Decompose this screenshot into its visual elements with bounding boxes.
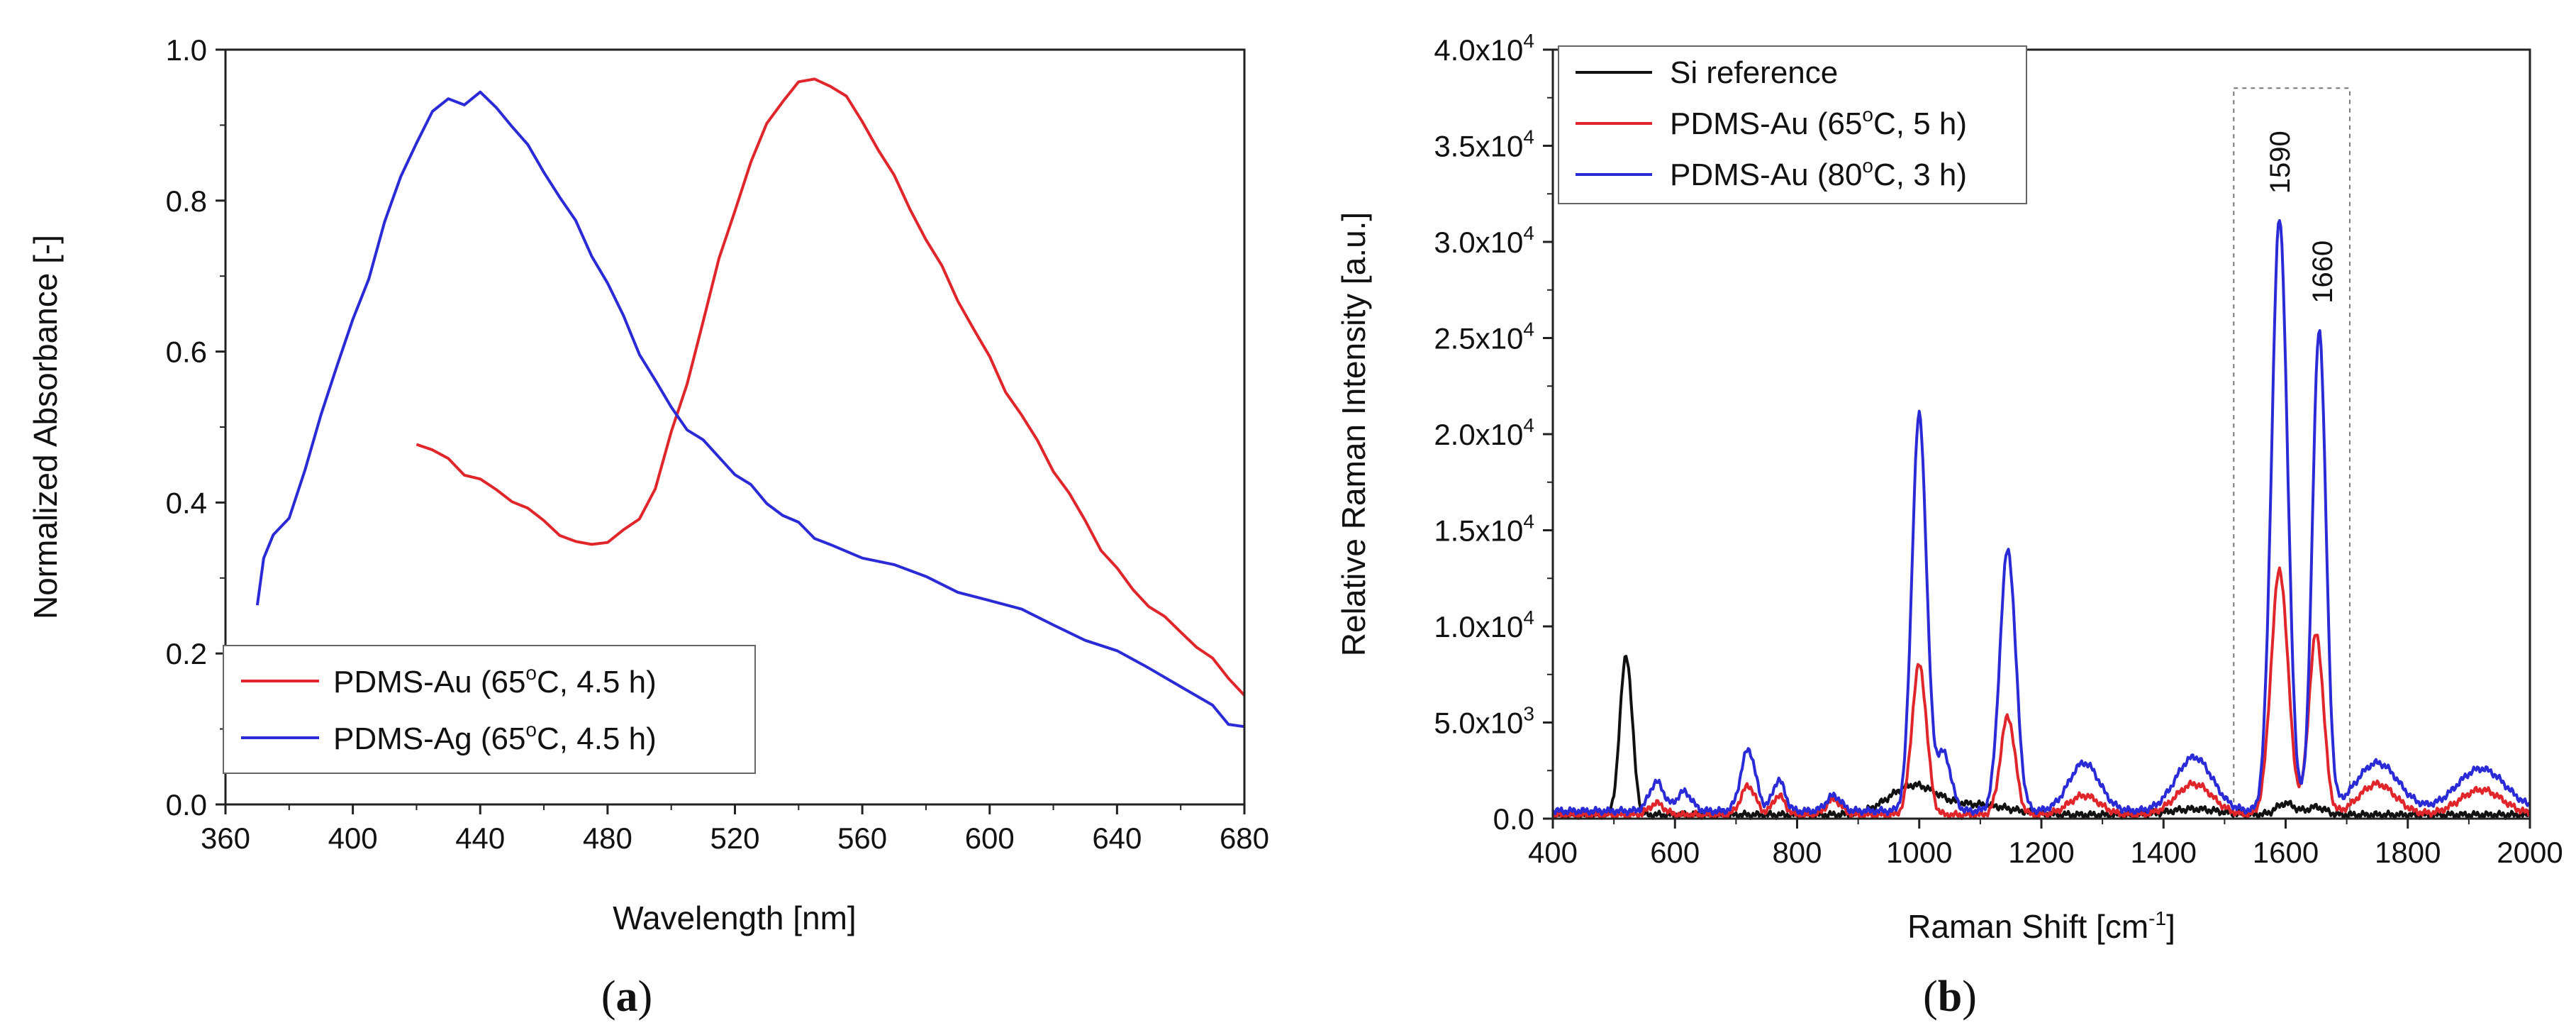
chart-a-y-tick-label: 0.0 [166, 788, 207, 821]
chart-a-x-tick-label: 360 [201, 821, 250, 855]
chart-b-series-group [1551, 218, 2531, 820]
chart-a-series-line-ag [255, 90, 1245, 729]
chart-a-plot-frame [224, 48, 1246, 806]
chart-b-x-tick-label: 1200 [2008, 836, 2074, 869]
chart-a-series-line-au [416, 77, 1246, 697]
chart-a: 360 400 440 480 520 560 600 640 680 0.0 0.2 0.4 0.6 0… [27, 33, 1269, 1021]
chart-a-y-tick-label: 0.2 [166, 637, 207, 670]
chart-b-x-tick-label: 1400 [2131, 836, 2197, 869]
chart-b-x-tick-label: 1800 [2375, 836, 2441, 869]
chart-b-legend-label-si: Si reference [1670, 55, 1838, 90]
chart-b-y-tick-label: 2.5x104 [1434, 319, 1534, 355]
chart-a-panel-label: (a) [601, 973, 652, 1021]
chart-b-x-tick-label: 400 [1528, 836, 1578, 869]
chart-a-xlabel: Wavelength [nm] [613, 900, 856, 936]
chart-a-x-tick-label: 560 [837, 821, 887, 855]
chart-a-ylabel: Normalized Absorbance [-] [27, 235, 64, 619]
chart-a-x-tick-label: 680 [1220, 821, 1269, 855]
chart-b-peak-annotation: 1660 [2307, 240, 2338, 304]
chart-b-y-tick-label: 2.0x104 [1434, 414, 1534, 451]
chart-b-x-tick-label: 1000 [1886, 836, 1952, 869]
chart-b-y-tick-label: 0.0 [1493, 802, 1534, 836]
chart-b-y-tick-label: 5.0x103 [1434, 703, 1534, 740]
chart-a-x-tick-label: 440 [455, 821, 505, 855]
chart-b-panel-label: (b) [1923, 973, 1977, 1021]
chart-b-xlabel: Raman Shift [cm-1] [1907, 907, 2175, 945]
chart-b-series-line-au65 [1551, 566, 2531, 820]
chart-a-x-tick-label: 640 [1092, 821, 1142, 855]
chart-b-x-tick-label: 800 [1772, 836, 1822, 869]
chart-b-x-tick-label: 600 [1650, 836, 1700, 869]
chart-b-legend-label-au80: PDMS-Au (80oC, 3 h) [1670, 155, 1967, 192]
chart-b-y-tick-label: 3.0x104 [1434, 222, 1534, 259]
chart-a-y-tick-label: 0.4 [166, 486, 207, 519]
chart-b-plot-frame [1551, 48, 2531, 820]
chart-a-legend-label-au: PDMS-Au (65oC, 4.5 h) [333, 662, 657, 699]
chart-a-ticks: 360 400 440 480 520 560 600 640 680 0.0 0.2 0.4 0.6 0… [166, 33, 1269, 855]
chart-a-y-tick-label: 0.8 [166, 184, 207, 218]
chart-a-x-tick-label: 480 [583, 821, 632, 855]
chart-b-x-tick-label: 1600 [2253, 836, 2319, 869]
chart-b-series-line-si [1551, 655, 2531, 820]
chart-b-y-tick-label: 1.0x104 [1434, 607, 1534, 643]
chart-b-legend: Si reference PDMS-Au (65oC, 5 h) PDMS-Au… [1558, 45, 2027, 204]
chart-a-series-group [255, 77, 1246, 729]
chart-b-y-tick-label: 1.5x104 [1434, 511, 1534, 548]
chart-a-y-tick-label: 1.0 [166, 33, 207, 67]
chart-b: 400 600 800 1000 1200 1400 1600 1800 2000 0.0 5.0x… [1335, 30, 2563, 1021]
chart-b-legend-label-au65: PDMS-Au (65oC, 5 h) [1670, 104, 1967, 141]
chart-b-series-line-au80 [1551, 218, 2531, 817]
chart-a-legend-label-ag: PDMS-Ag (65oC, 4.5 h) [333, 719, 657, 756]
chart-b-x-tick-label: 2000 [2497, 836, 2563, 869]
chart-b-annotations: 1590 1660 [2265, 131, 2338, 303]
chart-a-x-tick-label: 520 [710, 821, 759, 855]
chart-b-y-tick-label: 3.5x104 [1434, 126, 1534, 163]
chart-a-legend: PDMS-Au (65oC, 4.5 h) PDMS-Ag (65oC, 4.5… [223, 645, 756, 774]
chart-b-peak-annotation: 1590 [2265, 131, 2296, 194]
chart-a-y-tick-label: 0.6 [166, 336, 207, 369]
chart-b-y-tick-label: 4.0x104 [1434, 30, 1534, 67]
chart-a-legend-box [223, 645, 756, 774]
chart-a-x-tick-label: 400 [328, 821, 378, 855]
chart-b-ylabel: Relative Raman Intensity [a.u.] [1335, 212, 1372, 656]
chart-b-ticks: 400 600 800 1000 1200 1400 1600 1800 2000 0.0 5.0x… [1434, 30, 2563, 869]
chart-a-x-tick-label: 600 [965, 821, 1015, 855]
